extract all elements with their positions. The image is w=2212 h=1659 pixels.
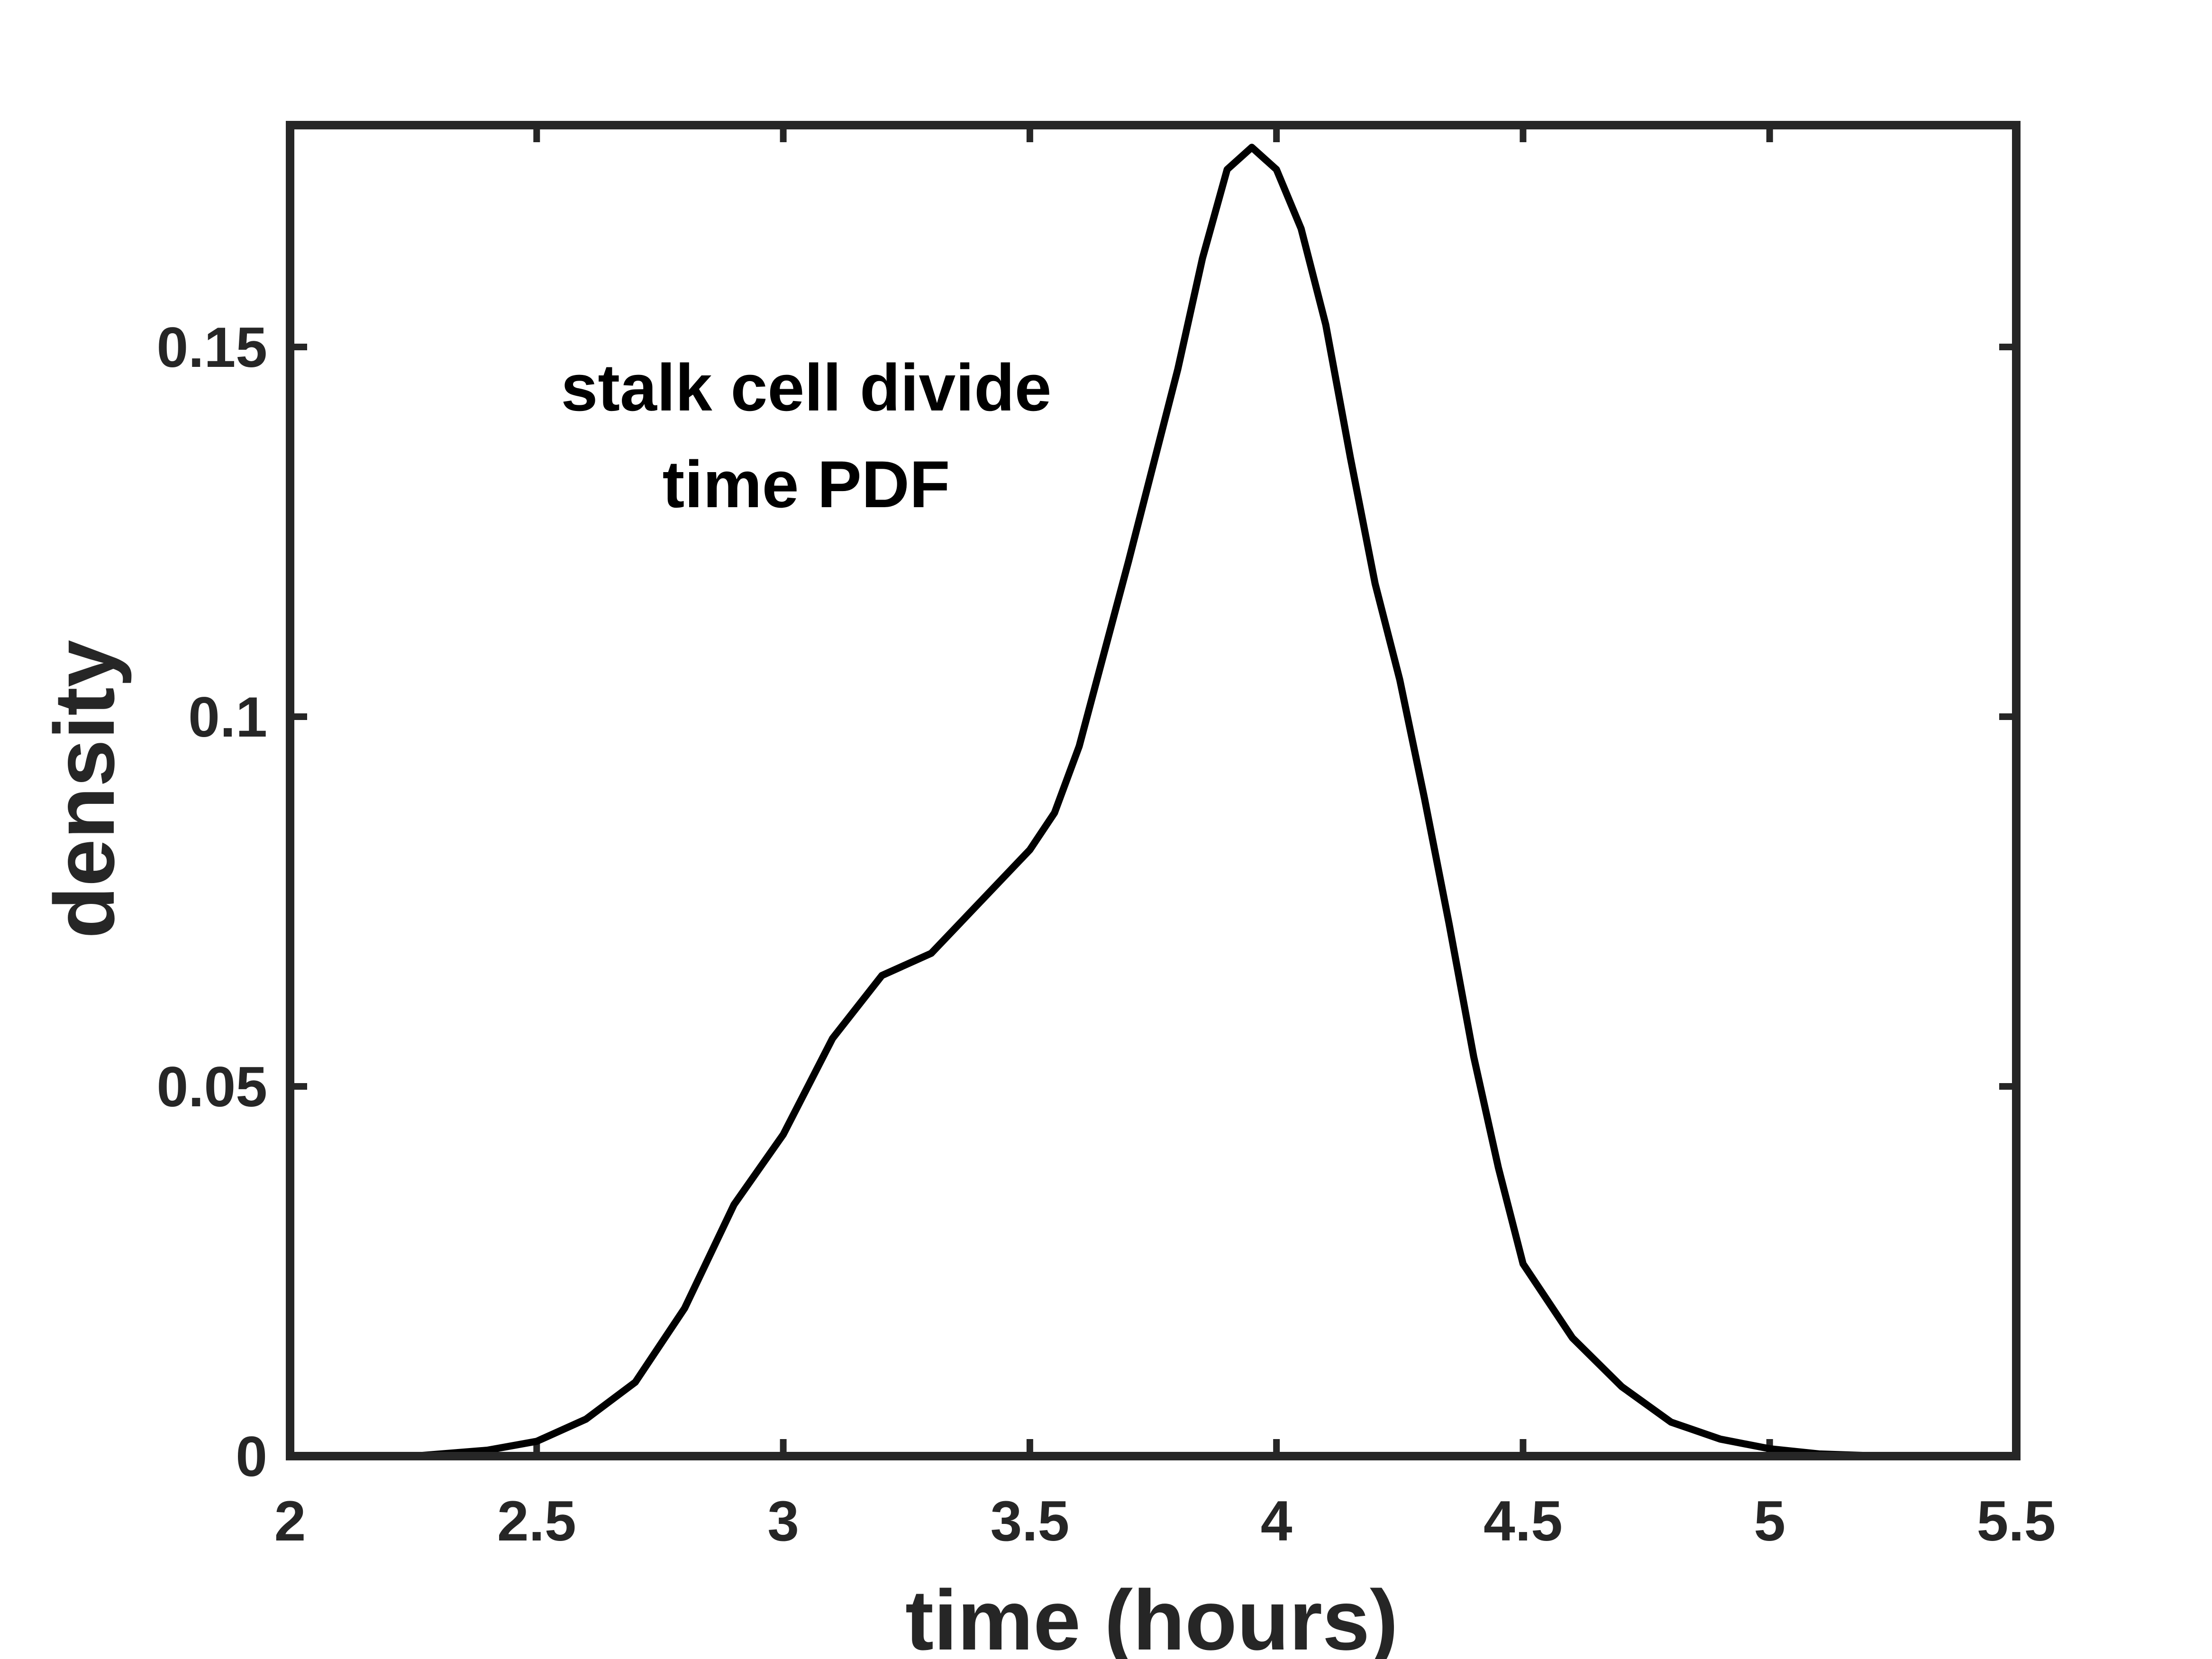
y-tick-label: 0.15 [156,316,267,379]
x-tick-label: 2.5 [497,1489,576,1553]
x-tick-label: 2 [274,1489,306,1553]
density-line [413,144,1884,1460]
x-tick-label: 3 [767,1489,799,1553]
x-tick-label: 5 [1754,1489,1785,1553]
x-tick-label: 4 [1261,1489,1293,1553]
x-tick-label: 3.5 [990,1489,1069,1553]
annotation: time PDF [663,447,950,521]
x-tick-label: 4.5 [1484,1489,1563,1553]
axes-box [286,121,2021,1460]
y-axis-label: density [37,640,132,939]
y-tick-label: 0.05 [156,1055,267,1119]
y-tick-label: 0 [236,1425,267,1488]
y-tick-label: 0.1 [188,685,267,749]
x-tick-label: 5.5 [1977,1489,2056,1553]
annotation: stalk cell divide [561,350,1052,425]
x-axis-label: time (hours) [905,1573,1398,1659]
